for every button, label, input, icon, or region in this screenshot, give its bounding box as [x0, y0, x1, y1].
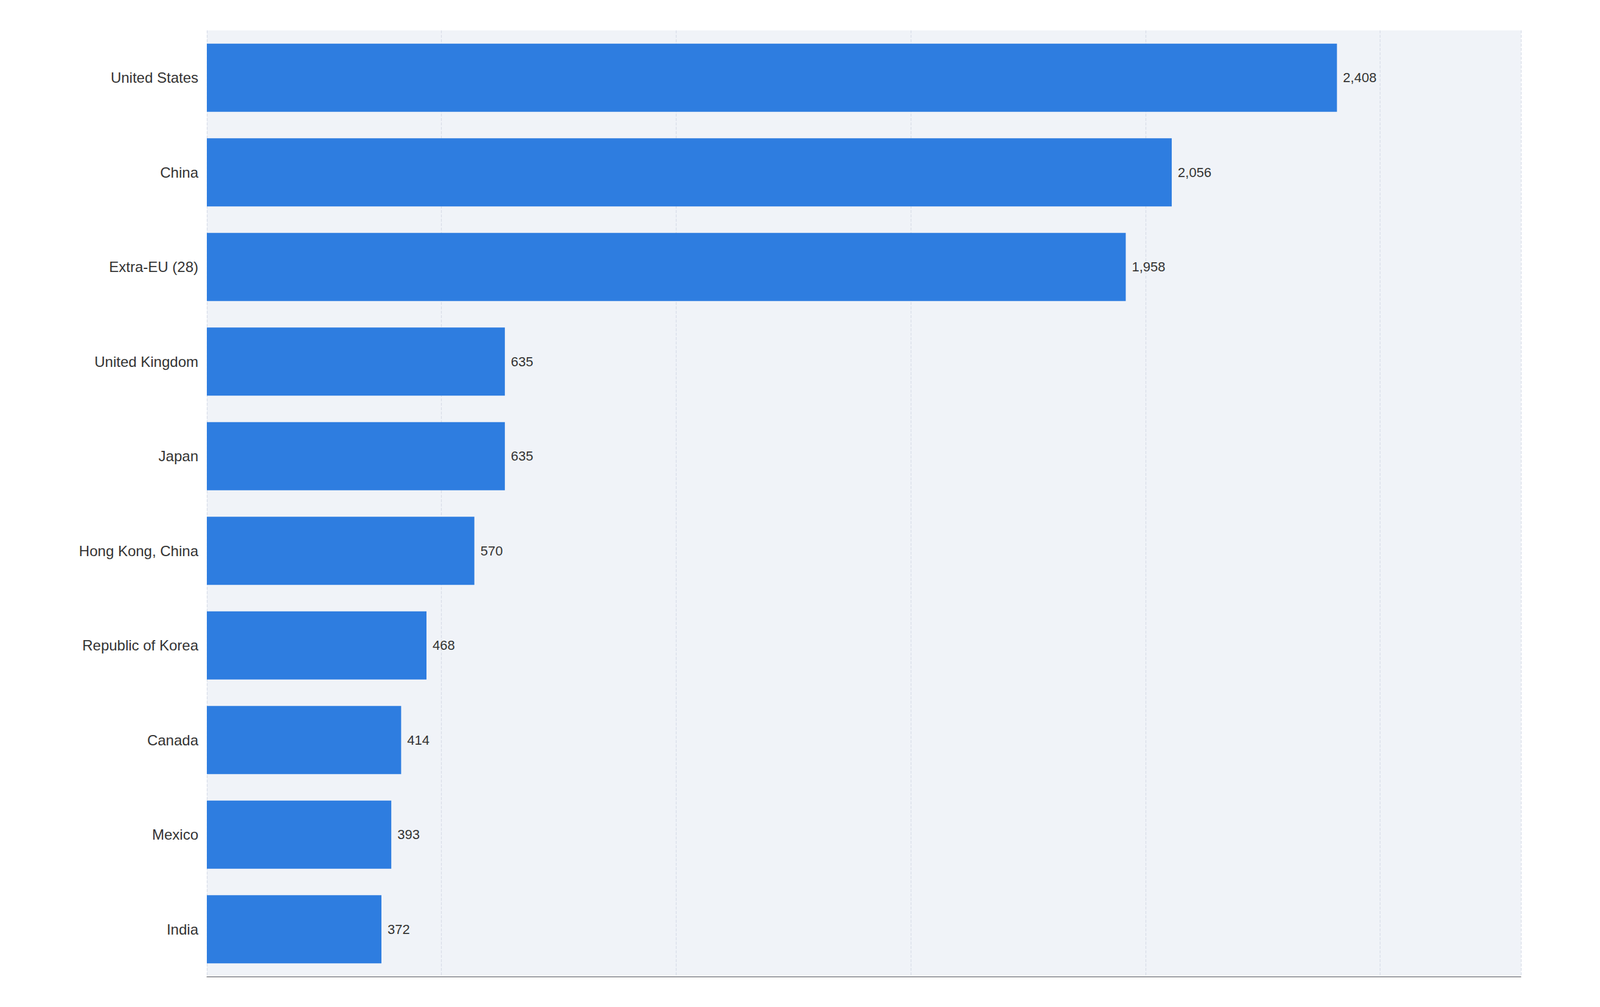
svg-text:2,056: 2,056: [1177, 164, 1212, 181]
svg-text:China: China: [160, 164, 199, 181]
svg-text:Hong Kong, China: Hong Kong, China: [79, 542, 199, 560]
svg-text:Republic of Korea: Republic of Korea: [82, 636, 199, 654]
svg-text:United Kingdom: United Kingdom: [94, 353, 199, 370]
svg-text:468: 468: [432, 637, 456, 653]
svg-text:635: 635: [511, 448, 534, 464]
svg-text:635: 635: [511, 354, 534, 370]
svg-text:414: 414: [406, 732, 430, 748]
svg-text:Mexico: Mexico: [152, 826, 199, 843]
svg-text:India: India: [166, 921, 199, 938]
svg-text:United States: United States: [110, 69, 199, 86]
svg-text:1,958: 1,958: [1131, 259, 1166, 275]
svg-text:570: 570: [480, 543, 504, 559]
svg-text:393: 393: [397, 826, 420, 842]
svg-text:Canada: Canada: [147, 731, 199, 749]
svg-text:Extra-EU (28): Extra-EU (28): [108, 258, 199, 275]
svg-text:372: 372: [387, 921, 411, 937]
svg-text:2,408: 2,408: [1343, 69, 1377, 86]
svg-text:Japan: Japan: [158, 447, 199, 465]
